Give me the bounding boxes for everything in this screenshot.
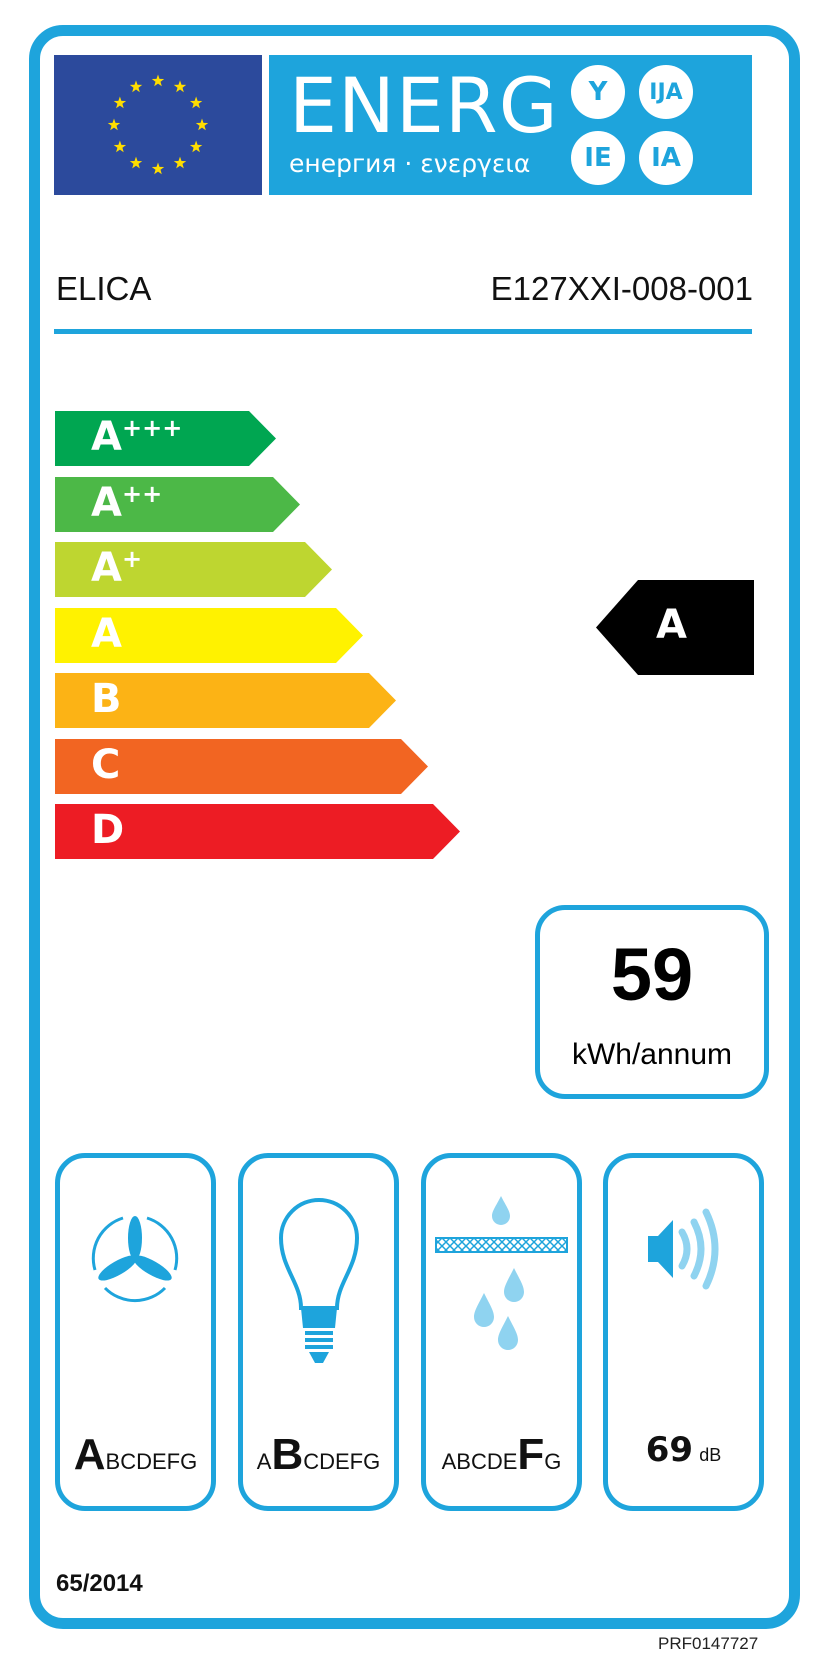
eu-star-icon	[129, 156, 143, 169]
consumption-unit: kWh/annum	[571, 1038, 733, 1071]
lighting-efficiency-box: ABCDEFG	[238, 1153, 399, 1511]
header-divider	[54, 329, 752, 334]
language-suffix-ia: IA	[639, 131, 693, 185]
noise-level: 69 dB	[645, 1430, 722, 1470]
fan-icon	[91, 1216, 179, 1303]
energy-class-label: A+	[91, 545, 143, 591]
annual-consumption-box: 59 kWh/annum	[535, 905, 769, 1099]
energy-rating-value: A	[656, 602, 687, 648]
eu-flag-logo	[54, 55, 262, 195]
eu-star-icon	[113, 96, 127, 109]
language-suffix-ie: IE	[571, 131, 625, 185]
energy-rating-arrow: A	[596, 580, 754, 675]
grease-filtering-class-scale: ABCDEFG	[441, 1430, 562, 1479]
label-frame	[29, 25, 800, 1629]
language-suffix-y: Y	[571, 65, 625, 119]
eu-star-icon	[151, 74, 165, 87]
energy-class-bar-app: A++	[55, 476, 300, 532]
energy-class-label: A++	[91, 479, 163, 526]
eu-star-icon	[151, 162, 165, 175]
supplier-name: ELICA	[56, 270, 152, 307]
fan-efficiency-class-scale: ABCDEFG	[73, 1430, 198, 1479]
eu-star-icon	[173, 80, 187, 93]
eu-star-icon	[195, 118, 209, 131]
energy-class-bar-c: C	[55, 738, 428, 794]
product-code: PRF0147727	[658, 1634, 759, 1653]
energy-banner: ENERG енергия · ενεργεια Y IJA IE IA	[269, 55, 752, 195]
eu-star-icon	[113, 140, 127, 153]
energy-class-label: D	[91, 807, 125, 853]
regulation-number: 65/2014	[56, 1570, 143, 1597]
energy-class-bar-d: D	[55, 804, 460, 859]
energy-class-label: A	[91, 610, 122, 657]
model-identifier: E127XXI-008-001	[490, 270, 753, 307]
eu-star-icon	[189, 140, 203, 153]
energy-logo-subtitle: енергия · ενεργεια	[289, 149, 531, 178]
light-bulb-icon	[278, 1198, 360, 1363]
eu-star-icon	[173, 156, 187, 169]
eu-star-icon	[107, 118, 121, 131]
fluid-dynamic-efficiency-box: ABCDEFG	[55, 1153, 216, 1511]
energy-class-bar-b: B	[55, 673, 396, 728]
consumption-value: 59	[610, 933, 694, 1016]
energy-class-bar-ap: A+	[55, 542, 332, 597]
language-suffix-ija: IJA	[639, 65, 693, 119]
energy-class-label: B	[91, 676, 122, 722]
lighting-efficiency-class-scale: ABCDEFG	[256, 1430, 381, 1479]
speaker-icon	[648, 1208, 719, 1290]
energy-class-bar-a: A	[55, 607, 363, 663]
energy-logo-text: ENERG	[289, 61, 559, 150]
energy-class-bar-appp: A+++	[55, 411, 276, 466]
eu-star-icon	[129, 80, 143, 93]
noise-emission-box: 69 dB	[603, 1153, 764, 1511]
energy-class-label: A+++	[91, 414, 183, 460]
energy-class-label: C	[91, 741, 121, 788]
eu-star-icon	[189, 96, 203, 109]
grease-filter-icon	[435, 1196, 568, 1350]
grease-filtering-efficiency-box: ABCDEFG	[421, 1153, 582, 1511]
